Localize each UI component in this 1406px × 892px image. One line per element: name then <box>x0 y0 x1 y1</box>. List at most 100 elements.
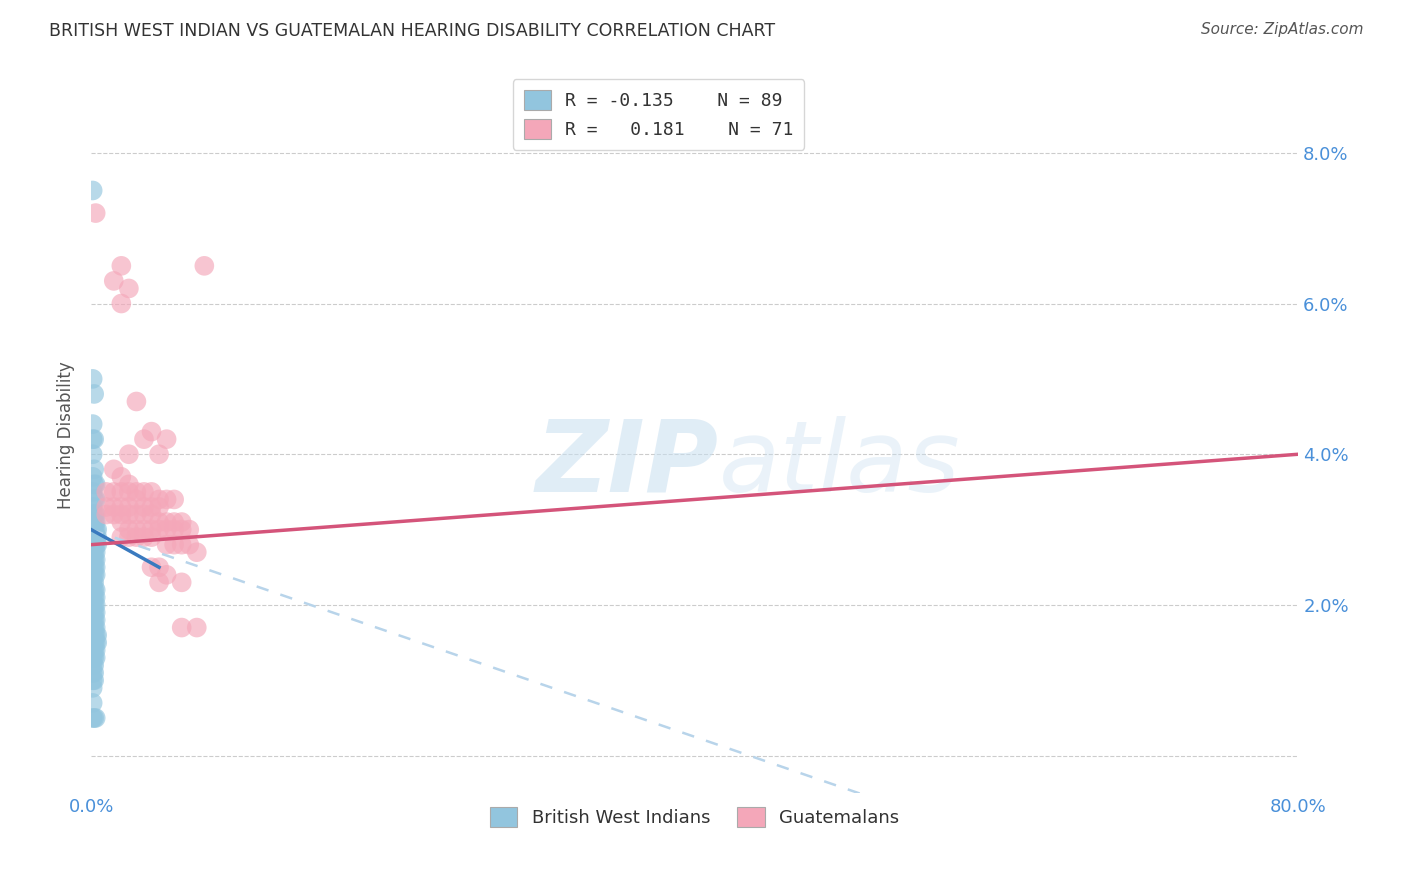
Point <box>132 432 155 446</box>
Point <box>83 560 105 574</box>
Point <box>82 643 104 657</box>
Point <box>132 484 155 499</box>
Point <box>84 643 107 657</box>
Point <box>155 515 177 529</box>
Point <box>155 432 177 446</box>
Point <box>148 560 170 574</box>
Point <box>84 523 107 537</box>
Point <box>83 621 105 635</box>
Point <box>118 500 141 514</box>
Text: atlas: atlas <box>718 416 960 513</box>
Point <box>82 432 104 446</box>
Point <box>103 500 125 514</box>
Point <box>170 538 193 552</box>
Point <box>82 650 104 665</box>
Point <box>84 598 107 612</box>
Point <box>110 530 132 544</box>
Point <box>86 628 108 642</box>
Point <box>84 530 107 544</box>
Point <box>82 591 104 605</box>
Point <box>84 553 107 567</box>
Point <box>103 274 125 288</box>
Point <box>155 492 177 507</box>
Point <box>118 523 141 537</box>
Point <box>110 484 132 499</box>
Point <box>110 515 132 529</box>
Point <box>125 492 148 507</box>
Point <box>96 508 118 522</box>
Point <box>83 545 105 559</box>
Point <box>170 515 193 529</box>
Point <box>83 650 105 665</box>
Point <box>148 500 170 514</box>
Point <box>84 606 107 620</box>
Point <box>103 508 125 522</box>
Point <box>96 500 118 514</box>
Point <box>118 530 141 544</box>
Point <box>83 553 105 567</box>
Point <box>84 635 107 649</box>
Point <box>163 515 186 529</box>
Point <box>84 206 107 220</box>
Point <box>179 538 201 552</box>
Point <box>103 462 125 476</box>
Point <box>82 530 104 544</box>
Point <box>148 523 170 537</box>
Point <box>148 575 170 590</box>
Point <box>84 613 107 627</box>
Y-axis label: Hearing Disability: Hearing Disability <box>58 361 75 509</box>
Point <box>170 575 193 590</box>
Point <box>82 696 104 710</box>
Point <box>148 515 170 529</box>
Point <box>132 530 155 544</box>
Point <box>83 613 105 627</box>
Point <box>170 523 193 537</box>
Point <box>82 560 104 574</box>
Point <box>83 508 105 522</box>
Point <box>125 484 148 499</box>
Point <box>163 523 186 537</box>
Point <box>141 500 163 514</box>
Point <box>83 492 105 507</box>
Point <box>84 711 107 725</box>
Point <box>141 425 163 439</box>
Point <box>83 711 105 725</box>
Text: Source: ZipAtlas.com: Source: ZipAtlas.com <box>1201 22 1364 37</box>
Point <box>125 508 148 522</box>
Point <box>82 470 104 484</box>
Point <box>141 508 163 522</box>
Point <box>186 545 208 559</box>
Point <box>82 628 104 642</box>
Point <box>84 508 107 522</box>
Point <box>82 447 104 461</box>
Point <box>86 635 108 649</box>
Point <box>132 508 155 522</box>
Point <box>82 372 104 386</box>
Point <box>110 470 132 484</box>
Point <box>118 447 141 461</box>
Point <box>118 477 141 491</box>
Point <box>82 184 104 198</box>
Point <box>84 560 107 574</box>
Point <box>82 582 104 597</box>
Point <box>155 523 177 537</box>
Point <box>186 621 208 635</box>
Point <box>110 500 132 514</box>
Point <box>82 598 104 612</box>
Point <box>83 477 105 491</box>
Point <box>84 628 107 642</box>
Point <box>125 394 148 409</box>
Point <box>83 673 105 688</box>
Point <box>82 545 104 559</box>
Point <box>83 658 105 673</box>
Point <box>83 462 105 476</box>
Text: BRITISH WEST INDIAN VS GUATEMALAN HEARING DISABILITY CORRELATION CHART: BRITISH WEST INDIAN VS GUATEMALAN HEARIN… <box>49 22 775 40</box>
Point <box>141 530 163 544</box>
Point <box>118 484 141 499</box>
Point <box>82 606 104 620</box>
Point <box>84 591 107 605</box>
Point <box>141 484 163 499</box>
Point <box>132 523 155 537</box>
Point <box>170 621 193 635</box>
Point <box>110 296 132 310</box>
